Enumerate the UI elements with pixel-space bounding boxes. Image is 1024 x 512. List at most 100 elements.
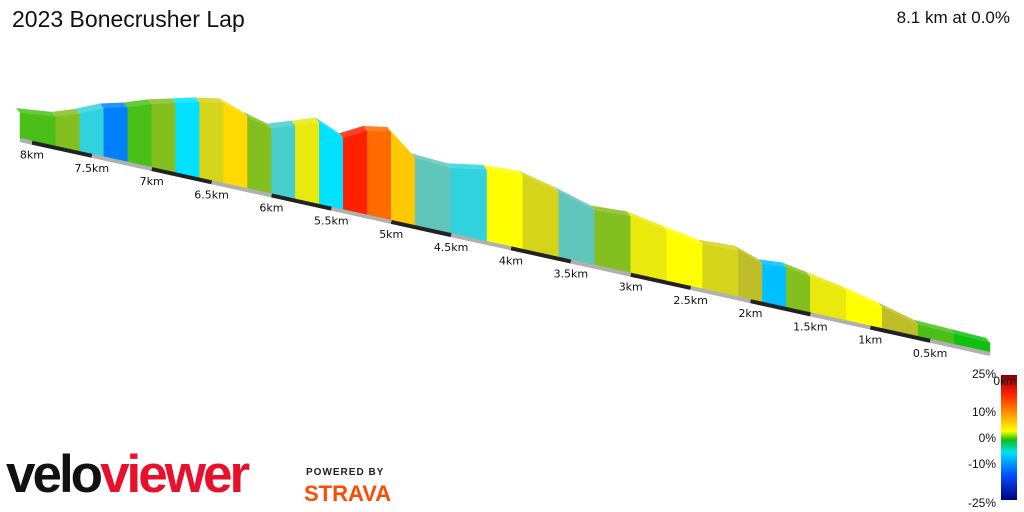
profile-segment [151, 103, 176, 175]
distance-band [330, 206, 392, 224]
profile-segment [762, 264, 787, 310]
tick-label: 7km [140, 175, 164, 188]
segment-top [243, 112, 272, 129]
segment-top [267, 120, 296, 129]
segment-top [483, 164, 523, 176]
segment-top [758, 259, 787, 268]
powered-by-label: POWERED BY [306, 467, 385, 478]
segment-top [339, 125, 368, 139]
tick-label: 6.5km [194, 188, 229, 201]
distance-band [390, 219, 452, 238]
segment-top [75, 103, 104, 114]
profile-segment [247, 116, 272, 196]
distance-band [630, 272, 692, 290]
tick-label: 1km [858, 334, 882, 347]
distance-band [929, 338, 991, 356]
distance-band [211, 180, 272, 198]
legend-label-0: 0% [978, 431, 996, 445]
segment-top [554, 187, 595, 211]
segment-top [219, 98, 248, 118]
segment-top [363, 125, 392, 133]
segment-top [734, 245, 763, 265]
tick-label: 4.5km [434, 241, 469, 254]
legend-label-10: 10% [971, 405, 996, 419]
tick-label: 8km [20, 149, 44, 162]
legend-label-minus-10: -10% [967, 457, 996, 471]
segment-top [99, 102, 128, 109]
tick-label: 5.5km [314, 215, 349, 228]
distance-band [91, 153, 153, 172]
tick-label: 1.5km [793, 320, 828, 333]
segment-top [878, 302, 919, 325]
legend-label-zero-km: 0km [993, 374, 1016, 388]
profile-segment [343, 130, 368, 217]
segment-top [914, 319, 955, 334]
segment-top [315, 117, 344, 139]
strava-logo[interactable]: STRAVA [304, 481, 392, 506]
segment-top [806, 271, 847, 292]
distance-band [510, 246, 572, 264]
distance-band [570, 259, 632, 277]
elevation-ribbon [16, 97, 991, 355]
profile-segment [738, 250, 763, 305]
distance-band [19, 138, 33, 145]
profile-segment [103, 107, 129, 165]
distance-band [271, 193, 332, 211]
distance-band [450, 233, 512, 251]
page-title: 2023 Bonecrusher Lap [12, 6, 245, 32]
distance-tick-labels: 0.5km 1km 1.5km 2km 2.5km 3km 3.5km 4km 4.5km 5km… [20, 149, 947, 360]
distance-band [750, 299, 811, 317]
profile-segment [450, 168, 488, 244]
profile-segment [271, 125, 296, 202]
distance-band [690, 285, 751, 304]
profile-segment [486, 169, 524, 252]
segment-top [195, 97, 224, 104]
segment-top [518, 170, 559, 193]
profile-segment [79, 108, 105, 159]
segment-top [782, 262, 811, 277]
distance-band [869, 325, 931, 343]
profile-segment [295, 122, 320, 207]
profile-segment [127, 104, 152, 170]
profile-segment [390, 131, 416, 228]
distance-axis [19, 138, 991, 356]
profile-segment [594, 210, 631, 276]
segment-top [950, 328, 990, 343]
segment-top [51, 108, 80, 117]
tick-label: 5km [379, 228, 403, 241]
segment-top [626, 211, 667, 231]
segment-top [590, 205, 631, 217]
distance-band [151, 167, 213, 185]
tick-label: 3km [619, 281, 643, 294]
route-summary: 8.1 km at 0.0% [896, 8, 1010, 27]
profile-segment [414, 157, 452, 236]
profile-segment [558, 191, 596, 268]
segment-top [411, 153, 452, 169]
segment-top [123, 99, 152, 108]
segment-top [698, 239, 739, 251]
profile-segment [175, 102, 200, 180]
distance-band [31, 140, 93, 158]
tick-label: 0.5km [913, 347, 948, 360]
tick-label: 2km [738, 307, 762, 320]
tick-label: 3.5km [554, 268, 589, 281]
profile-segment [319, 121, 344, 212]
tick-label: 4km [499, 254, 523, 267]
segment-top [662, 225, 703, 245]
segment-top [16, 108, 56, 117]
profile-segment [199, 102, 224, 186]
veloviewer-logo[interactable]: veloviewer [6, 445, 250, 504]
legend-label-max: 25% [971, 367, 996, 381]
segment-top [171, 97, 200, 104]
distance-band [809, 312, 871, 330]
tick-label: 2.5km [673, 294, 708, 307]
legend-label-min: -25% [967, 496, 996, 510]
tick-label: 7.5km [75, 162, 110, 175]
segment-top [147, 98, 176, 105]
profile-segment [367, 130, 392, 223]
gradient-color-legend [1001, 375, 1017, 500]
segment-top [447, 163, 488, 170]
segment-top [291, 117, 320, 126]
tick-label: 6km [259, 201, 283, 214]
profile-segment [223, 102, 248, 191]
